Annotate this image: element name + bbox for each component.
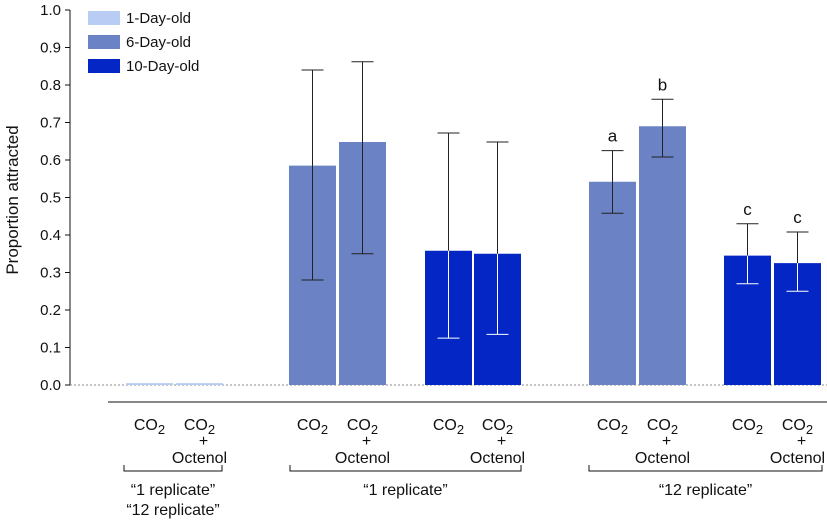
- x-tick-label-co2: CO2: [184, 417, 215, 437]
- y-tick-label: 0.8: [40, 77, 61, 94]
- x-tick-label-octenol: Octenol: [635, 450, 690, 467]
- x-tick-label-co2: CO2: [597, 417, 628, 437]
- co2-subscript: 2: [756, 422, 763, 437]
- co2-text: CO: [647, 417, 671, 434]
- x-tick-label-plus: +: [797, 433, 806, 450]
- group-label: “12 replicate”: [126, 502, 219, 519]
- co2-text: CO: [184, 417, 208, 434]
- x-tick-label-co2: CO2: [732, 417, 763, 437]
- group-label: “12 replicate”: [659, 482, 752, 499]
- y-tick-label: 0.4: [40, 227, 61, 244]
- group-bracket: [289, 465, 522, 472]
- group-bracket: [123, 465, 223, 472]
- x-tick-label-octenol: Octenol: [172, 450, 227, 467]
- significance-letter: a: [608, 127, 618, 146]
- legend-label: 10-Day-old: [126, 57, 200, 75]
- co2-text: CO: [597, 417, 621, 434]
- y-tick-label: 0.0: [40, 377, 61, 394]
- legend-item-10-day: 10-Day-old: [88, 54, 199, 78]
- x-tick-label-octenol: Octenol: [770, 450, 825, 467]
- co2-text: CO: [134, 417, 158, 434]
- co2-text: CO: [782, 417, 806, 434]
- y-tick-label: 0.5: [40, 190, 61, 207]
- legend: 1-Day-old 6-Day-old 10-Day-old: [88, 6, 199, 78]
- y-axis: 0.0 0.1 0.2 0.3 0.4 0.5 0.6 0.7 0.8 0.9 1.0: [40, 2, 827, 403]
- group-bracket: [588, 465, 823, 472]
- x-tick-label-co2: CO2: [297, 417, 328, 437]
- group-brackets: “1 replicate” “12 replicate” “1 replicate”…: [123, 465, 823, 519]
- x-tick-label-co2: CO2: [433, 417, 464, 437]
- bars: a b c c: [126, 61, 821, 385]
- legend-label: 1-Day-old: [126, 9, 192, 27]
- x-tick-label-octenol: Octenol: [335, 450, 390, 467]
- co2-subscript: 2: [371, 422, 378, 437]
- legend-label: 6-Day-old: [126, 33, 192, 51]
- significance-letter: c: [743, 200, 752, 219]
- group-label: “1 replicate”: [363, 482, 447, 499]
- x-tick-label-co2: CO2: [782, 417, 813, 437]
- x-tick-label-co2: CO2: [647, 417, 678, 437]
- bar: [176, 383, 223, 385]
- co2-subscript: 2: [321, 422, 328, 437]
- bar: [639, 126, 686, 385]
- legend-item-6-day: 6-Day-old: [88, 30, 199, 54]
- co2-text: CO: [433, 417, 457, 434]
- legend-item-1-day: 1-Day-old: [88, 6, 199, 30]
- y-tick-label: 0.7: [40, 115, 61, 132]
- y-tick-label: 0.2: [40, 302, 61, 319]
- legend-swatch-6-day: [88, 35, 120, 49]
- legend-swatch-1-day: [88, 11, 120, 25]
- significance-letter: c: [793, 208, 802, 227]
- legend-swatch-10-day: [88, 59, 120, 73]
- y-tick-label: 0.1: [40, 340, 61, 357]
- x-tick-label-octenol: Octenol: [470, 450, 525, 467]
- y-tick-label: 0.3: [40, 265, 61, 282]
- x-tick-label-plus: +: [497, 433, 506, 450]
- co2-subscript: 2: [621, 422, 628, 437]
- co2-text: CO: [732, 417, 756, 434]
- co2-subscript: 2: [457, 422, 464, 437]
- co2-subscript: 2: [506, 422, 513, 437]
- co2-subscript: 2: [158, 422, 165, 437]
- x-tick-label-co2: CO2: [347, 417, 378, 437]
- co2-text: CO: [482, 417, 506, 434]
- x-tick-label-co2: CO2: [134, 417, 165, 437]
- co2-text: CO: [347, 417, 371, 434]
- co2-subscript: 2: [806, 422, 813, 437]
- y-tick-label: 1.0: [40, 2, 61, 19]
- x-tick-label-plus: +: [362, 433, 371, 450]
- x-tick-label-plus: +: [662, 433, 671, 450]
- y-tick-label: 0.9: [40, 40, 61, 57]
- co2-subscript: 2: [671, 422, 678, 437]
- bar: [126, 383, 173, 385]
- y-tick-label: 0.6: [40, 152, 61, 169]
- co2-subscript: 2: [208, 422, 215, 437]
- y-axis-title: Proportion attracted: [3, 125, 22, 274]
- x-tick-label-co2: CO2: [482, 417, 513, 437]
- group-label: “1 replicate”: [131, 482, 215, 499]
- co2-text: CO: [297, 417, 321, 434]
- bar: [589, 181, 636, 385]
- x-tick-label-plus: +: [199, 433, 208, 450]
- significance-letter: b: [658, 75, 667, 94]
